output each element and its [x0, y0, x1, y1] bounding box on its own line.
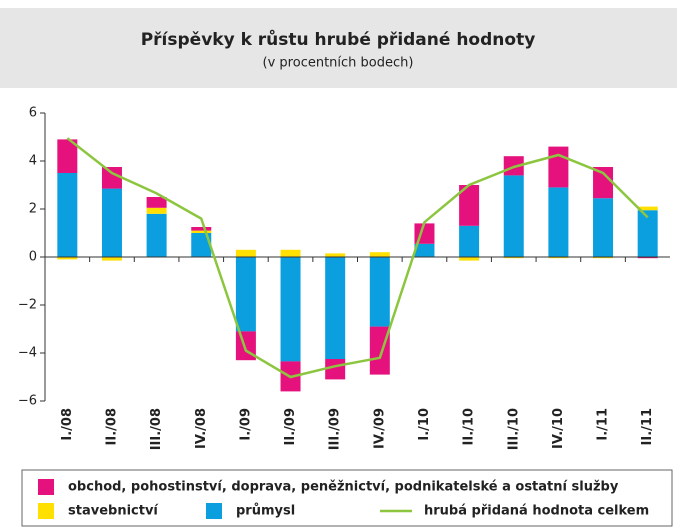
x-tick-label: I./08: [60, 408, 75, 441]
x-tick-label: III./10: [506, 408, 521, 450]
y-tick-label: −6: [18, 394, 37, 409]
bar: [459, 225, 480, 257]
bar: [146, 207, 167, 214]
x-tick-label: III./08: [149, 408, 164, 450]
bar: [57, 257, 78, 260]
x-tick-label: II./11: [640, 408, 655, 445]
bar: [191, 227, 212, 231]
y-tick-label: −4: [18, 346, 37, 361]
bar: [503, 257, 524, 259]
bar: [325, 359, 346, 380]
y-tick-label: 2: [29, 202, 37, 217]
bar: [146, 197, 167, 208]
bar: [548, 257, 569, 259]
bar: [101, 257, 122, 261]
x-tick-label: I./11: [596, 408, 611, 441]
bar: [414, 243, 435, 257]
bar: [191, 230, 212, 233]
bar: [235, 257, 256, 332]
bar: [101, 167, 122, 189]
x-tick-label: II./10: [462, 408, 477, 445]
x-tick-label: IV./09: [372, 408, 387, 449]
legend-label: průmysl: [236, 504, 295, 519]
x-tick-label: I./10: [417, 408, 432, 441]
bar: [593, 167, 614, 199]
bar: [637, 206, 658, 211]
bar: [593, 198, 614, 257]
bar: [325, 253, 346, 257]
bar: [637, 257, 658, 259]
y-tick-label: 6: [29, 106, 37, 121]
chart-title: Příspěvky k růstu hrubé přidané hodnoty: [141, 28, 536, 50]
chart-subtitle: (v procentních bodech): [263, 56, 414, 71]
legend-label: stavebnictví: [68, 504, 159, 519]
y-tick-label: 4: [29, 154, 37, 169]
bar: [146, 213, 167, 257]
bar: [101, 188, 122, 257]
x-tick-label: III./09: [328, 408, 343, 450]
bar: [325, 257, 346, 359]
bar: [57, 173, 78, 257]
bar: [548, 146, 569, 188]
bar: [548, 187, 569, 257]
legend-swatch: [38, 479, 54, 495]
x-tick-label: II./09: [283, 408, 298, 445]
bar: [369, 257, 390, 327]
x-tick-label: IV./08: [194, 408, 209, 449]
legend-box: [21, 469, 673, 527]
bar: [503, 175, 524, 257]
legend-swatch: [206, 503, 222, 519]
bar: [459, 257, 480, 261]
legend-swatch: [38, 503, 54, 519]
y-tick-label: −2: [18, 298, 37, 313]
bar: [369, 326, 390, 375]
bar: [57, 139, 78, 173]
bar: [637, 210, 658, 257]
bar: [191, 233, 212, 257]
legend-label: obchod, pohostinství, doprava, peněžnict…: [68, 480, 619, 495]
line: [66, 137, 649, 379]
bar: [369, 252, 390, 257]
y-tick-label: 0: [29, 250, 37, 265]
bar: [280, 257, 301, 362]
x-tick-label: I./09: [238, 408, 253, 441]
x-tick-label: II./08: [104, 408, 119, 445]
x-tick-label: IV./10: [551, 408, 566, 449]
bar: [459, 185, 480, 226]
bar: [593, 257, 614, 259]
bar: [235, 249, 256, 257]
legend-label: hrubá přidaná hodnota celkem: [424, 504, 649, 519]
title-box: [0, 8, 677, 88]
bar: [280, 249, 301, 257]
